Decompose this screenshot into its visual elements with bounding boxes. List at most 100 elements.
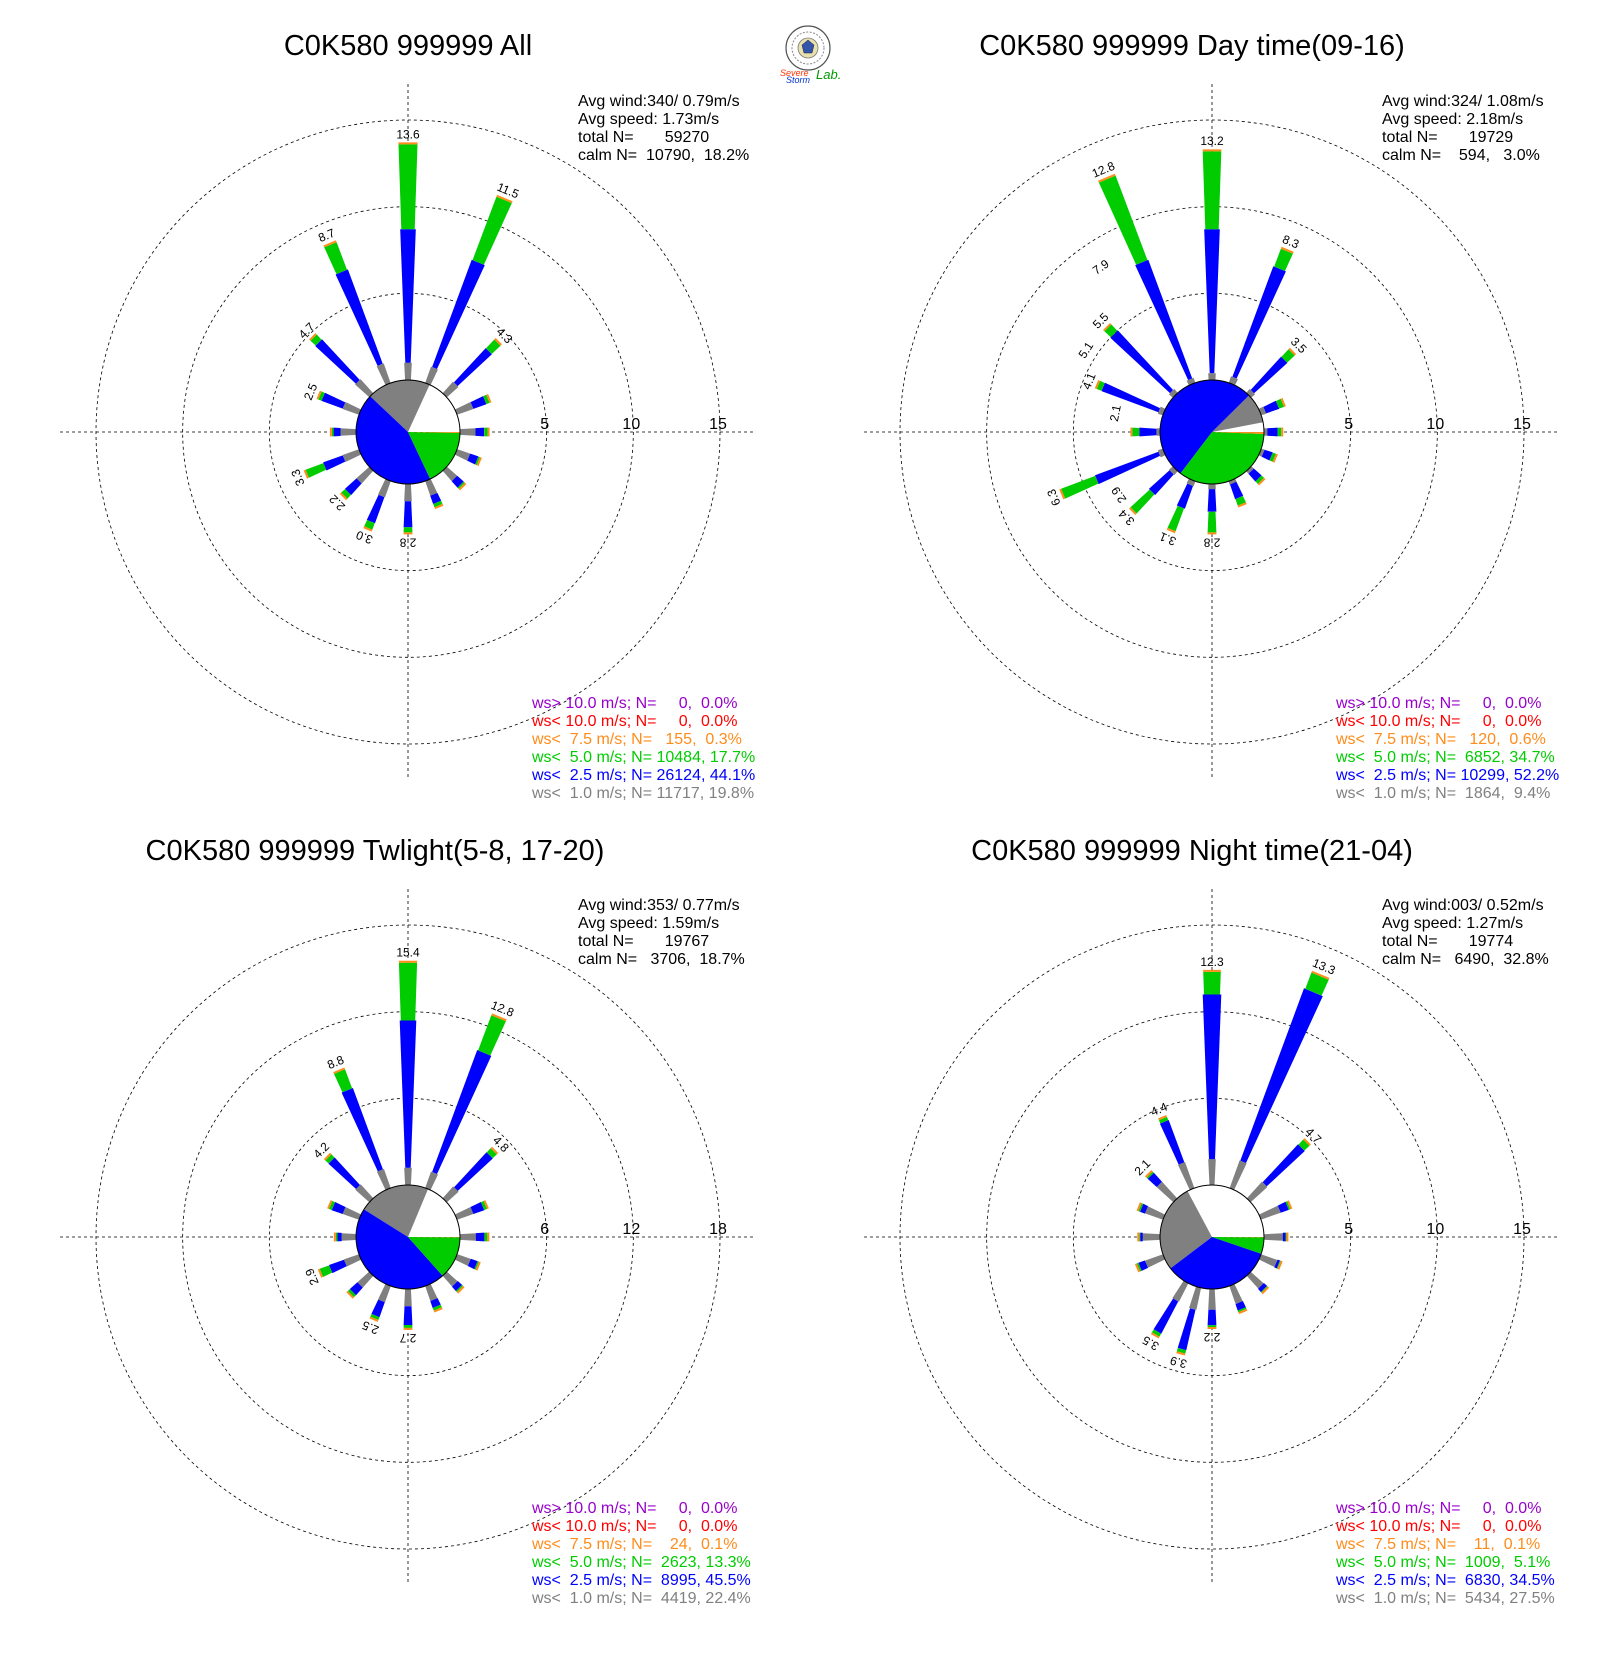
logo-text-storm: Storm [786,75,811,85]
bar-segment-lt5 [481,1200,487,1210]
bar-segment-lt2-5 [1230,481,1244,500]
calm-pie-outline [355,379,461,485]
bar-segment-lt5 [310,334,322,346]
info-line: calm N= 6490, 32.8% [1382,951,1549,968]
info-line: Avg speed: 1.73m/s [578,111,719,128]
bar-segment-lt2-5 [400,229,416,363]
bar-segment-lt2-5 [1207,489,1217,512]
info-line: Avg wind:353/ 0.77m/s [578,897,740,914]
ring-2 [986,206,1438,658]
bar-segment-lt5 [1130,489,1155,514]
bar-segment-lt2-5 [328,1157,360,1189]
bar-segment-lt7-5 [1281,427,1284,437]
bar-segment-lt7-5 [1158,1115,1167,1121]
bar-segment-lt2-5 [323,455,346,471]
legend-entry: ws< 7.5 m/s; N= 11, 0.1% [1335,1536,1540,1553]
bar-segment-lt1 [1246,1181,1268,1203]
bar-segment-lt5 [1203,971,1221,995]
bar-label: 13.6 [396,127,420,141]
bar-segment-lt1 [1258,448,1265,457]
bar-segment-lt1 [1178,1162,1195,1190]
bar-label: 3.0 [354,528,375,547]
info-line: Avg speed: 1.59m/s [578,915,719,932]
bar-segment-lt1 [442,1186,459,1203]
bar-segment-lt2-5 [1258,1283,1268,1293]
bar-segment-lt7-5 [1207,532,1217,535]
bar-segment-lt7-5 [1287,1200,1293,1210]
bar-segment-lt1 [425,1283,438,1302]
bar-segment-lt7-5 [490,1146,499,1155]
bar-segment-lt5 [1167,505,1184,532]
bar-segment-lt5 [1176,1348,1187,1354]
ring-2 [182,1011,634,1463]
bar-segment-lt5 [432,1304,442,1311]
bar-segment-lt1 [378,1283,391,1303]
bar-label: 2.1 [1107,403,1124,422]
calm-slice [1187,1184,1264,1237]
bar-segment-lt1 [1168,466,1178,476]
bar-segment-lt2-5 [335,269,383,366]
bar-segment-lt1 [1246,388,1256,398]
bar-segment-lt5 [457,481,465,489]
bar-segment-lt7-5 [1129,507,1137,515]
bar-segment-lt5 [1138,1203,1144,1212]
bar-segment-lt5 [370,1314,380,1320]
legend-entry: ws< 2.5 m/s; N= 10299, 52.2% [1335,767,1559,784]
legend-entry: ws< 7.5 m/s; N= 24, 0.1% [531,1536,737,1553]
bar-segment-lt2-5 [1101,382,1160,413]
bar-segment-lt2-5 [1204,229,1220,374]
bar-segment-lt7-5 [1286,1232,1289,1242]
bar-segment-lt2-5 [1159,1120,1185,1165]
info-line: calm N= 3706, 18.7% [578,951,745,968]
ring-3 [899,119,1525,745]
pie-slice-lt2-5 [1160,380,1249,474]
legend-entry: ws< 1.0 m/s; N= 5434, 27.5% [1335,1590,1555,1607]
chart-title: C0K580 999999 Day time(09-16) [979,30,1405,62]
bar-segment-lt7-5 [458,482,467,491]
bar-segment-lt5 [1269,452,1276,462]
bar-segment-lt5 [1136,1262,1142,1272]
bar-segment-lt2-5 [1177,1308,1196,1351]
bar-segment-lt5 [1237,1307,1247,1313]
bar-segment-lt5 [1151,1329,1162,1337]
info-line: Avg wind:003/ 0.52m/s [1382,897,1544,914]
bar-segment-lt7-5 [403,532,413,535]
bar-segment-lt5 [1061,475,1099,499]
windrose-panel-2: C0K580 999999 Day time(09-16) 5 10 15 13.2 8.… [864,30,1560,802]
ring-label: 6 [540,1221,549,1238]
bar-segment-lt7-5 [1280,397,1286,407]
bar-label: 2.5 [360,1318,381,1337]
bar-segment-lt7-5 [1303,1138,1311,1146]
bar-segment-lt7-5 [398,142,418,145]
bar-segment-lt2-5 [432,259,485,369]
bar-segment-lt1 [1246,1271,1264,1289]
bar-segment-lt7-5 [333,1067,345,1074]
bar-segment-lt2-5 [430,1298,441,1308]
bar-segment-lt1 [404,1288,412,1307]
bar-segment-lt1 [442,466,458,482]
bar-segment-lt7-5 [346,1291,354,1299]
bar-segment-lt5 [1146,1171,1154,1179]
bar-segment-lt2-5 [430,492,442,504]
bar-segment-lt5 [1285,1232,1287,1242]
bar-segment-lt2-5 [1110,330,1174,394]
bar-segment-lt7-5 [456,1285,465,1294]
bar-label: 2.2 [1203,1330,1220,1344]
ring-label: 10 [1426,416,1444,433]
bar-segment-lt1 [340,428,357,436]
bar-segment-lt7-5 [1145,1170,1153,1178]
bar-label: 8.7 [316,226,337,245]
bar-segment-lt2-5 [1277,1201,1289,1213]
bar-segment-lt1 [1142,1233,1161,1241]
bar-label: 7.9 [1090,256,1112,277]
bar-segment-lt2-5 [451,475,464,488]
bar-segment-lt5 [1274,248,1293,271]
bar-segment-lt2-5 [371,1299,385,1318]
bar-segment-lt5 [486,339,501,354]
bar-segment-lt7-5 [1261,1286,1270,1295]
bar-segment-lt7-5 [1059,488,1066,500]
bar-label: 4.1 [1079,370,1098,391]
bar-segment-lt2-5 [333,427,341,437]
bar-segment-lt1 [1208,1288,1216,1310]
bar-segment-lt7-5 [1094,380,1101,389]
